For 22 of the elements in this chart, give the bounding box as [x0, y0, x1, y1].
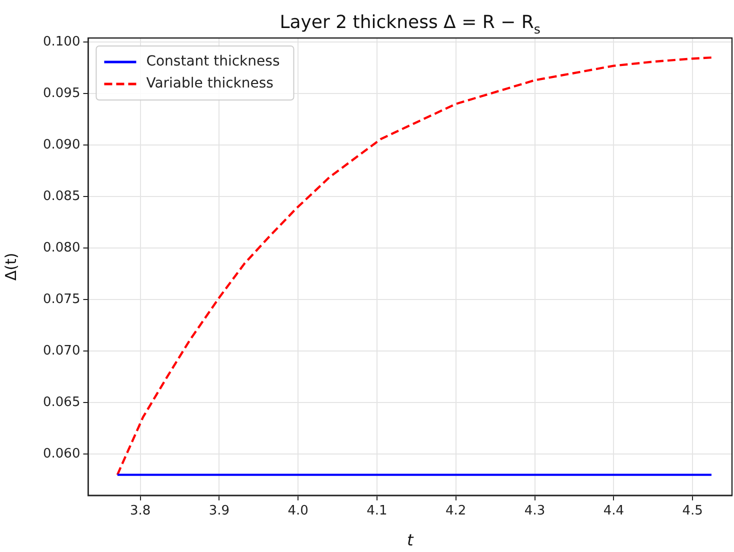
- x-tick-label: 4.0: [288, 504, 308, 519]
- x-tick-label: 3.9: [208, 504, 230, 519]
- y-tick-label: 0.060: [43, 446, 80, 462]
- x-axis-title: t: [406, 530, 414, 550]
- legend-label: Variable thickness: [146, 76, 274, 92]
- x-tick-label: 3.8: [130, 504, 151, 519]
- line-series: [116, 56, 713, 476]
- x-tick-label: 4.5: [682, 504, 703, 519]
- x-tick-label: 4.1: [366, 504, 388, 519]
- y-tick-label: 0.100: [43, 34, 80, 50]
- y-tick-label: 0.075: [43, 292, 80, 308]
- legend-label: Constant thickness: [146, 54, 280, 70]
- y-tick-label: 0.070: [43, 344, 80, 359]
- x-tick-label: 4.4: [603, 504, 624, 519]
- y-tick-label: 0.065: [43, 395, 80, 410]
- y-tick-label: 0.080: [43, 240, 80, 256]
- x-tick-label: 4.2: [446, 504, 466, 519]
- y-axis-title: Δ(t): [2, 252, 20, 281]
- x-tick-label: 4.3: [524, 504, 546, 519]
- y-tick-label: 0.095: [43, 86, 80, 102]
- y-tick-label: 0.085: [43, 189, 80, 204]
- y-tick-label: 0.090: [43, 138, 80, 153]
